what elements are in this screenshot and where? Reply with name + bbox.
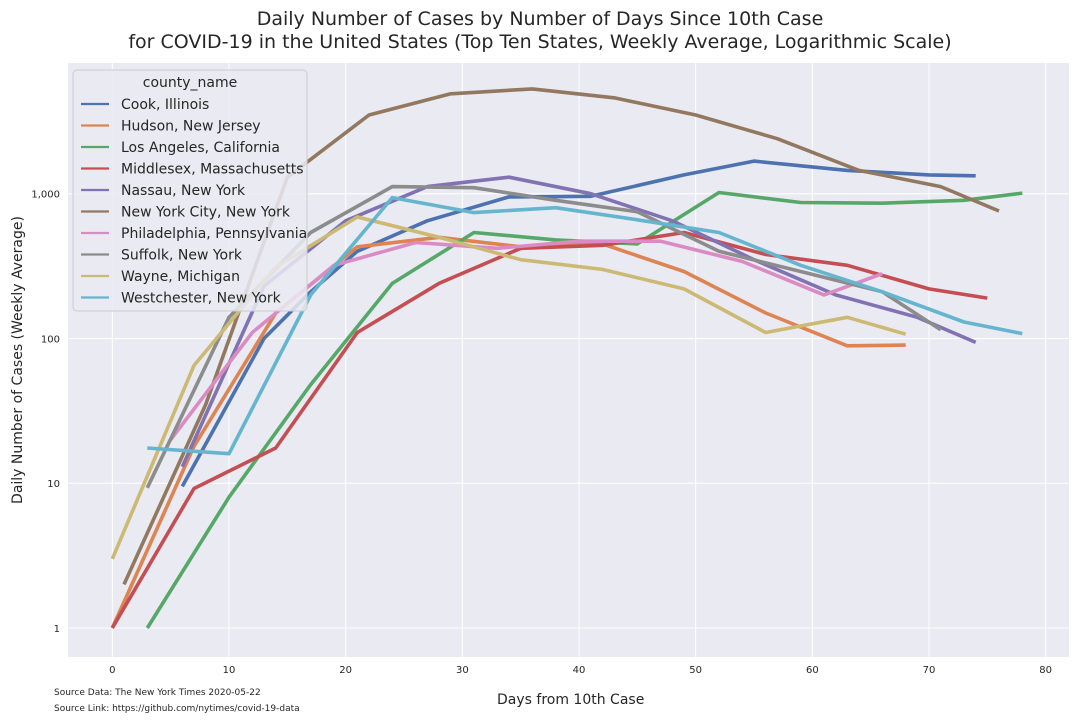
legend-label: Wayne, Michigan <box>121 269 240 285</box>
x-axis-label: Days from 10th Case <box>497 692 645 708</box>
x-tick-label: 70 <box>923 665 936 676</box>
legend-title: county_name <box>143 75 238 91</box>
x-tick-label: 20 <box>339 665 352 676</box>
legend-label: Philadelphia, Pennsylvania <box>121 226 307 242</box>
y-tick-label: 1,000 <box>31 190 60 201</box>
legend-label: Los Angeles, California <box>121 140 280 156</box>
legend-label: Middlesex, Massachusetts <box>121 162 304 178</box>
x-tick-label: 10 <box>223 665 236 676</box>
x-tick-label: 40 <box>573 665 586 676</box>
y-tick-label: 1 <box>54 624 60 635</box>
series-line-3 <box>110 230 988 629</box>
x-tick-label: 0 <box>109 665 115 676</box>
y-tick-labels: 1 10 100 1,000 <box>31 190 60 635</box>
legend-items: Cook, Illinois Hudson, New Jersey Los Ange… <box>81 97 307 307</box>
chart-title-line-1: Daily Number of Cases by Number of Days … <box>256 8 824 30</box>
legend: county_name Cook, Illinois Hudson, New Je… <box>72 69 308 312</box>
legend-label: Suffolk, New York <box>121 248 243 264</box>
y-tick-label: 10 <box>47 479 60 490</box>
legend-label: Nassau, New York <box>121 183 246 199</box>
x-tick-label: 30 <box>456 665 469 676</box>
y-tick-label: 100 <box>41 334 60 345</box>
legend-label: Westchester, New York <box>121 291 282 307</box>
legend-label: Hudson, New Jersey <box>121 119 261 135</box>
y-axis-label: Daily Number of Cases (Weekly Average) <box>10 216 26 504</box>
x-tick-label: 60 <box>806 665 819 676</box>
grid-lines <box>68 63 1069 657</box>
chart-title-line-2: for COVID-19 in the United States (Top T… <box>128 31 952 53</box>
x-tick-labels: 0 10 20 30 40 50 60 70 80 <box>109 665 1052 676</box>
x-tick-label: 80 <box>1039 665 1052 676</box>
source-link-note: Source Link: https://github.com/nytimes/… <box>54 704 300 714</box>
x-tick-label: 50 <box>689 665 702 676</box>
series-line-9 <box>147 195 1023 456</box>
source-data-note: Source Data: The New York Times 2020-05-… <box>54 688 261 698</box>
legend-box <box>72 69 308 312</box>
legend-label: New York City, New York <box>121 205 291 221</box>
legend-label: Cook, Illinois <box>121 97 209 113</box>
